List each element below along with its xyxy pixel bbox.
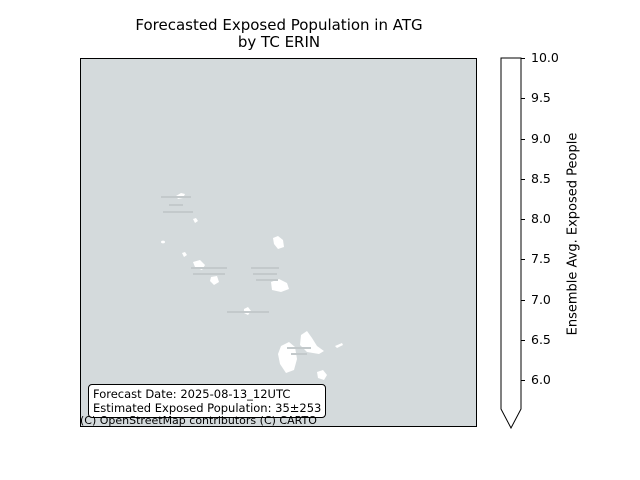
map-title: Forecasted Exposed Population in ATG by … xyxy=(80,17,478,51)
map-area[interactable] xyxy=(80,58,477,427)
colorbar-body xyxy=(500,57,522,429)
colorbar-tick-label: 6.5 xyxy=(531,332,551,347)
island-guadeloupe-grande-terre xyxy=(300,331,324,354)
colorbar-tick-mark xyxy=(521,219,525,220)
island-antigua xyxy=(273,236,284,249)
colorbar-tick-label: 7.5 xyxy=(531,251,551,266)
island-redonda xyxy=(161,240,165,244)
colorbar-tick-mark xyxy=(521,300,525,301)
colorbar-tick-mark xyxy=(521,259,525,260)
colorbar-tick-label: 9.0 xyxy=(531,131,551,146)
colorbar-tick-mark xyxy=(521,139,525,140)
forecast-date: Forecast Date: 2025-08-13_12UTC xyxy=(93,387,291,401)
colorbar-label: Ensemble Avg. Exposed People xyxy=(565,132,581,336)
island-la-desirade xyxy=(335,343,343,348)
map-title-line2: by TC ERIN xyxy=(237,33,321,51)
forecast-info-box: Forecast Date: 2025-08-13_12UTC Estimate… xyxy=(88,384,327,418)
colorbar-tick-label: 7.0 xyxy=(531,292,551,307)
island-nevis xyxy=(193,218,198,223)
colorbar-tick-label: 10.0 xyxy=(531,50,559,65)
island-marie-galante xyxy=(317,370,327,380)
colorbar-tick-mark xyxy=(521,340,525,341)
colorbar-tick-mark xyxy=(521,58,525,59)
colorbar-tick-label: 8.0 xyxy=(531,211,551,226)
island-barbuda xyxy=(271,279,289,292)
island-islet-b xyxy=(210,276,219,285)
colorbar-tick-mark xyxy=(521,179,525,180)
colorbar-tick-label: 6.0 xyxy=(531,372,551,387)
place-labels xyxy=(161,196,311,355)
map-title-line1: Forecasted Exposed Population in ATG xyxy=(135,16,423,34)
colorbar xyxy=(500,57,522,429)
map-attribution: (C) OpenStreetMap contributors (C) CARTO xyxy=(80,414,317,427)
island-montserrat xyxy=(182,252,187,257)
colorbar-tick-mark xyxy=(521,380,525,381)
colorbar-tick-mark xyxy=(521,98,525,99)
basemap xyxy=(161,193,343,380)
exposed-population: Estimated Exposed Population: 35±253 xyxy=(93,401,322,415)
island-guadeloupe-basse-terre xyxy=(278,342,297,373)
colorbar-tick-label: 8.5 xyxy=(531,171,551,186)
colorbar-tick-label: 9.5 xyxy=(531,90,551,105)
